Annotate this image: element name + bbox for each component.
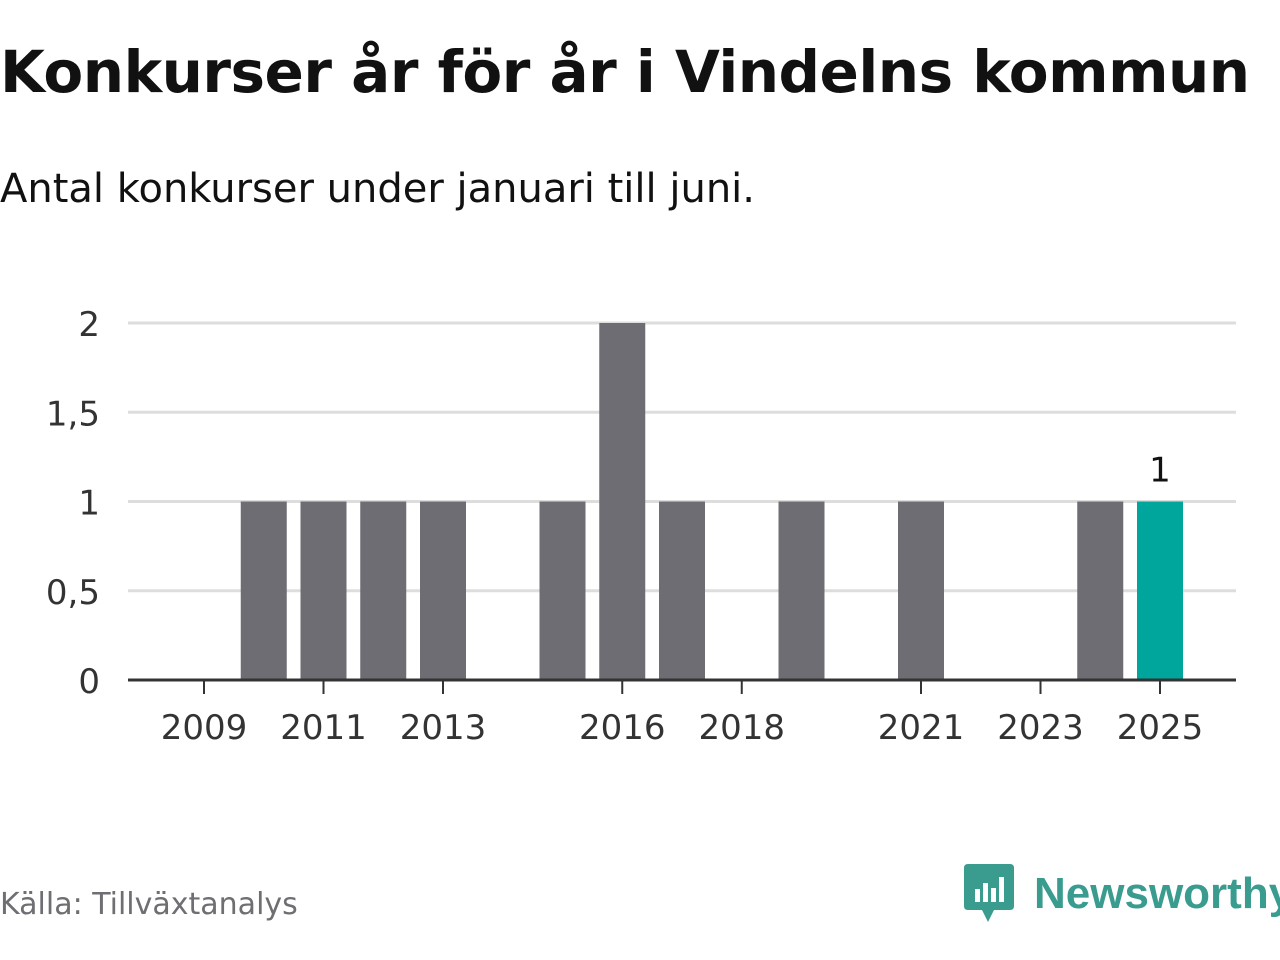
- x-tick-label: 2013: [400, 708, 487, 748]
- y-tick-label: 1,5: [46, 394, 100, 434]
- x-tick-label: 2011: [280, 708, 367, 748]
- x-tick-label: 2018: [698, 708, 785, 748]
- chart-subtitle: Antal konkurser under januari till juni.: [0, 166, 755, 212]
- bar-2016[interactable]: [599, 323, 646, 680]
- brand-logo[interactable]: Newsworthy: [964, 864, 1280, 924]
- chart-title: Konkurser år för år i Vindelns kommun: [0, 38, 1250, 106]
- x-tick-label: 2016: [579, 708, 666, 748]
- bar-2019[interactable]: [778, 501, 825, 681]
- bar-2013[interactable]: [420, 501, 466, 681]
- bar-chart: 0 0,5 1 1,5 2 2009 2011 2013 2016 2018 2021 2023 202…: [46, 305, 1236, 748]
- bar-2011[interactable]: [300, 501, 347, 681]
- y-tick-label: 1: [78, 484, 100, 524]
- x-tick-label: 2021: [878, 708, 965, 748]
- x-tick-label: 2009: [161, 708, 248, 748]
- y-tick-label: 0,5: [46, 573, 100, 613]
- bar-2025[interactable]: [1137, 501, 1183, 681]
- x-tick-label: 2023: [997, 708, 1084, 748]
- bar-2017[interactable]: [659, 501, 705, 681]
- x-tick-label: 2025: [1117, 708, 1204, 748]
- data-label: 1: [1149, 451, 1171, 491]
- bar-2015[interactable]: [539, 501, 586, 681]
- y-tick-label: 0: [78, 662, 100, 702]
- bar-2012[interactable]: [360, 501, 407, 681]
- bar-2024[interactable]: [1077, 501, 1124, 681]
- bar-2010[interactable]: [240, 501, 287, 681]
- newsworthy-logo-icon: [964, 864, 1014, 922]
- source-note: Källa: Tillväxtanalys: [0, 887, 298, 922]
- y-tick-label: 2: [78, 305, 100, 345]
- brand-name: Newsworthy: [1034, 869, 1280, 918]
- bar-2021[interactable]: [898, 501, 944, 681]
